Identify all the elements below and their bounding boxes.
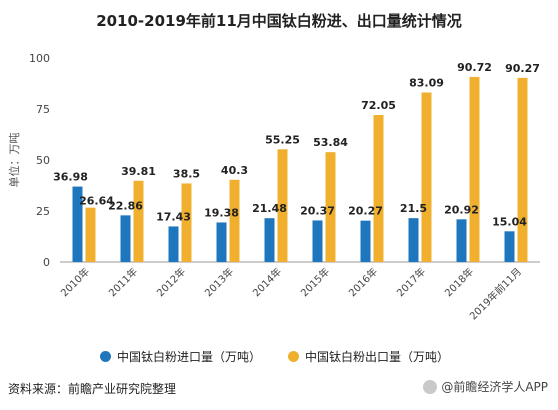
bar-export [85, 207, 96, 262]
chart-bars [72, 76, 528, 262]
data-label-export: 38.5 [173, 167, 200, 180]
y-tick-label: 50 [36, 154, 50, 167]
bar-export [277, 149, 288, 262]
bar-export [469, 76, 480, 262]
data-label-export: 53.84 [313, 136, 348, 149]
y-tick-label: 0 [43, 256, 50, 269]
y-axis-label: 单位：万吨 [7, 133, 21, 188]
data-label-export: 72.05 [361, 99, 396, 112]
x-tick-label: 2012年 [154, 265, 188, 299]
data-label-export: 90.72 [457, 61, 492, 74]
bar-import [360, 220, 371, 262]
x-tick-label: 2013年 [202, 265, 236, 299]
x-tick-label: 2011年 [106, 265, 140, 299]
watermark-label: @前瞻经济学人APP [441, 380, 548, 394]
data-label-export: 26.64 [79, 195, 114, 208]
bar-import [408, 218, 419, 262]
data-label-import: 20.92 [444, 203, 479, 216]
bar-import [312, 220, 323, 262]
source-note: 资料来源：前瞻产业研究院整理 [8, 382, 177, 396]
bar-import [120, 215, 131, 262]
y-tick-label: 100 [29, 52, 50, 65]
data-label-import: 21.48 [252, 202, 287, 215]
legend-swatch-import [100, 351, 111, 362]
data-label-export: 39.81 [121, 165, 156, 178]
x-tick-label: 2010年 [58, 265, 92, 299]
chart-legend: 中国钛白粉进口量（万吨） 中国钛白粉出口量（万吨） [0, 348, 558, 366]
x-tick-label: 2015年 [298, 265, 332, 299]
bar-export [517, 77, 528, 262]
data-label-export: 90.27 [505, 62, 540, 75]
data-label-export: 40.3 [221, 164, 248, 177]
data-label-export: 55.25 [265, 133, 300, 146]
data-label-import: 21.5 [400, 202, 427, 215]
chart-title: 2010-2019年前11月中国钛白粉进、出口量统计情况 [96, 12, 462, 30]
data-label-import: 20.37 [300, 204, 335, 217]
x-tick-label: 2016年 [346, 265, 380, 299]
bar-export [325, 152, 336, 262]
x-tick-label: 2014年 [250, 265, 284, 299]
x-tick-label: 2018年 [442, 265, 476, 299]
bar-import [264, 218, 275, 262]
y-tick-label: 25 [36, 205, 50, 218]
data-label-import: 22.86 [108, 199, 143, 212]
data-label-export: 83.09 [409, 76, 444, 89]
bar-export [229, 179, 240, 262]
bar-import [72, 186, 83, 262]
legend-item-export: 中国钛白粉出口量（万吨） [288, 348, 449, 365]
data-label-import: 17.43 [156, 210, 191, 223]
legend-label-export: 中国钛白粉出口量（万吨） [305, 350, 450, 364]
bar-export [133, 180, 144, 262]
x-tick-label: 2017年 [394, 265, 428, 299]
watermark: @前瞻经济学人APP [423, 378, 548, 395]
data-label-import: 15.04 [492, 215, 527, 228]
bar-export [181, 183, 192, 262]
data-label-import: 19.38 [204, 206, 239, 219]
bar-export [373, 115, 384, 262]
bar-import [504, 231, 515, 262]
app-logo-icon [423, 379, 438, 394]
bar-import [168, 226, 179, 262]
bar-export [421, 92, 432, 262]
legend-item-import: 中国钛白粉进口量（万吨） [100, 348, 261, 365]
data-label-import: 36.98 [53, 171, 88, 184]
y-tick-label: 75 [36, 103, 50, 116]
bar-import [456, 219, 467, 262]
chart-axes: 0 25 50 75 100 单位：万吨 2010年 2011年 2012年 2013年 2014年… [7, 52, 540, 322]
legend-label-import: 中国钛白粉进口量（万吨） [117, 350, 262, 364]
data-label-import: 20.27 [348, 205, 383, 218]
bar-import [216, 222, 227, 262]
legend-swatch-export [288, 351, 299, 362]
